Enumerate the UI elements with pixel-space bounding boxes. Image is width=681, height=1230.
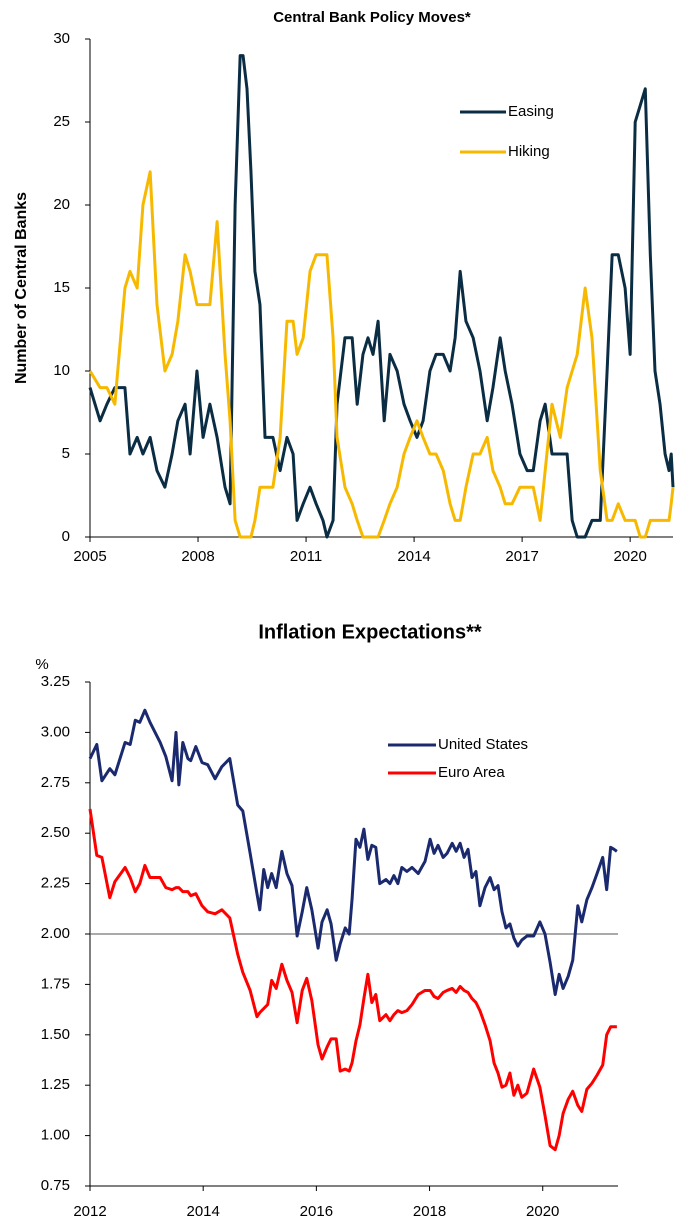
y-tick-label: 3.25 — [41, 673, 70, 690]
y-tick-label: 1.00 — [41, 1127, 70, 1144]
series-line — [88, 808, 617, 1152]
y-tick-label: 20 — [53, 196, 70, 213]
y-tick-label: 1.75 — [41, 975, 70, 992]
y-axis-label: Number of Central Banks — [13, 192, 30, 384]
x-tick-label: 2014 — [397, 548, 430, 565]
x-tick-label: 2020 — [613, 548, 646, 565]
x-tick-label: 2011 — [290, 548, 322, 565]
x-tick-label: 2020 — [526, 1203, 559, 1220]
y-tick-label: 2.75 — [41, 774, 70, 791]
y-tick-label: 15 — [53, 279, 70, 296]
legend-label: Euro Area — [438, 764, 505, 781]
y-tick-label: 30 — [53, 30, 70, 47]
y-tick-label: 2.50 — [41, 824, 70, 841]
x-tick-label: 2005 — [73, 548, 106, 565]
y-tick-label: 3.00 — [41, 723, 70, 740]
y-tick-label: 25 — [53, 113, 70, 130]
y-tick-label: 1.50 — [41, 1026, 70, 1043]
chart-title: Inflation Expectations** — [258, 621, 482, 643]
y-tick-label: 0.75 — [41, 1177, 70, 1194]
y-tick-label: 2.00 — [41, 925, 70, 942]
x-tick-label: 2014 — [186, 1203, 219, 1220]
y-axis-label: % — [35, 656, 48, 673]
chart-title: Central Bank Policy Moves* — [273, 9, 471, 26]
x-tick-label: 2018 — [413, 1203, 446, 1220]
series-line — [88, 170, 675, 539]
legend-label: United States — [438, 736, 528, 753]
y-tick-label: 1.25 — [41, 1076, 70, 1093]
y-tick-label: 2.25 — [41, 875, 70, 892]
x-tick-label: 2016 — [300, 1203, 333, 1220]
series-line — [88, 708, 618, 996]
x-tick-label: 2008 — [181, 548, 214, 565]
y-tick-label: 0 — [62, 528, 70, 545]
y-tick-label: 5 — [62, 445, 70, 462]
x-tick-label: 2017 — [505, 548, 538, 565]
series-line — [88, 54, 675, 539]
y-tick-label: 10 — [53, 362, 70, 379]
x-tick-label: 2012 — [73, 1203, 106, 1220]
legend-label: Easing — [508, 103, 554, 120]
legend-label: Hiking — [508, 143, 550, 160]
